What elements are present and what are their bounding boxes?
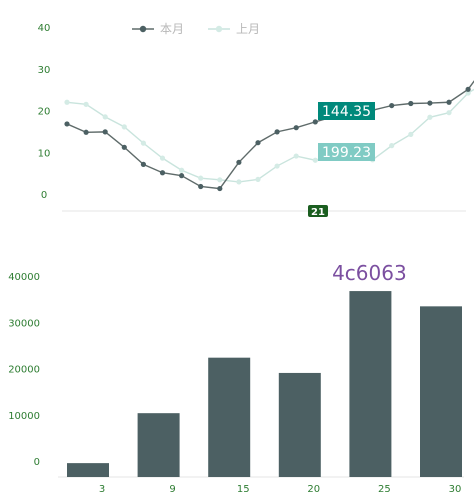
- tooltip-current-value-box: [318, 102, 375, 120]
- bar-annotation-label: 4c6063: [332, 261, 407, 285]
- bar-y-tick-label: 40000: [8, 272, 40, 283]
- bar-25[interactable]: [349, 291, 392, 477]
- series-point-previous[interactable]: [274, 163, 280, 169]
- series-point-current[interactable]: [198, 183, 204, 190]
- series-point-current[interactable]: [389, 102, 395, 109]
- tooltip-current-value: 144.35: [322, 104, 371, 120]
- series-point-current[interactable]: [236, 159, 242, 165]
- series-point-current[interactable]: [274, 129, 280, 135]
- line-y-tick-label: 10: [38, 148, 51, 159]
- series-point-previous[interactable]: [236, 179, 242, 185]
- series-point-previous[interactable]: [179, 167, 185, 173]
- series-point-current[interactable]: [217, 185, 223, 192]
- series-point-previous[interactable]: [408, 131, 414, 137]
- series-point-previous[interactable]: [465, 90, 471, 96]
- legend-label-previous[interactable]: 上月: [236, 22, 260, 36]
- series-point-current[interactable]: [83, 129, 89, 135]
- bar-3[interactable]: [67, 463, 109, 477]
- series-point-current[interactable]: [446, 99, 452, 105]
- bar-9[interactable]: [137, 413, 180, 477]
- series-point-current[interactable]: [427, 100, 433, 106]
- series-point-current[interactable]: [465, 86, 471, 92]
- series-point-previous[interactable]: [255, 176, 261, 183]
- bar-30[interactable]: [420, 306, 462, 477]
- series-point-current[interactable]: [102, 129, 108, 135]
- legend-marker-previous: [215, 25, 223, 33]
- series-point-previous[interactable]: [64, 99, 70, 105]
- series-line-previous: [66, 88, 474, 183]
- bar-20[interactable]: [278, 372, 321, 477]
- tooltip-previous-value-box: [318, 143, 375, 161]
- line-y-tick-label: 30: [38, 65, 51, 76]
- line-y-tick-label: 20: [38, 107, 51, 118]
- bar-x-tick-label: 9: [169, 484, 175, 495]
- series-point-current[interactable]: [255, 140, 261, 146]
- bar-x-tick-label: 20: [307, 484, 320, 495]
- series-point-previous[interactable]: [293, 153, 299, 159]
- series-point-current[interactable]: [64, 121, 70, 127]
- series-point-previous[interactable]: [217, 177, 223, 183]
- line-y-tick-label: 0: [41, 190, 47, 201]
- bar-15[interactable]: [208, 357, 251, 477]
- series-point-previous[interactable]: [427, 114, 433, 120]
- legend-label-current[interactable]: 本月: [160, 22, 184, 36]
- legend-marker-current: [139, 25, 147, 33]
- series-point-previous[interactable]: [140, 140, 146, 146]
- series-point-current[interactable]: [408, 100, 414, 107]
- bar-chart: 0 10000 20000 30000 40000 3 9 15 20 25 30 4c6063: [8, 261, 464, 495]
- bar-x-tick-label: 30: [449, 484, 462, 495]
- line-chart: 0 10 20 30 40 本月 上月 144.35 199.23 21: [38, 22, 474, 218]
- series-point-previous[interactable]: [389, 143, 395, 149]
- series-point-previous[interactable]: [83, 101, 89, 107]
- bar-y-tick-label: 10000: [8, 411, 40, 422]
- tooltip-previous-value: 199.23: [322, 145, 371, 161]
- series-point-previous[interactable]: [446, 110, 452, 116]
- series-point-previous[interactable]: [198, 175, 204, 181]
- bar-y-tick-label: 30000: [8, 318, 40, 329]
- x-axis-pointer-label: 21: [311, 207, 325, 218]
- series-point-previous[interactable]: [121, 124, 127, 130]
- series-point-previous[interactable]: [312, 157, 318, 163]
- bar-x-tick-label: 3: [99, 484, 105, 495]
- series-point-current[interactable]: [312, 119, 318, 125]
- line-y-tick-label: 40: [38, 23, 51, 34]
- series-point-current[interactable]: [159, 170, 166, 176]
- series-line-current: [66, 80, 474, 190]
- series-point-current[interactable]: [293, 125, 299, 131]
- series-point-previous[interactable]: [102, 114, 108, 120]
- series-point-current[interactable]: [140, 161, 146, 167]
- series-point-current[interactable]: [179, 173, 185, 179]
- series-point-current[interactable]: [121, 144, 127, 150]
- x-axis-pointer-badge: [308, 205, 328, 217]
- bar-y-tick-label: 0: [34, 457, 40, 468]
- series-point-previous[interactable]: [159, 155, 166, 161]
- bar-x-tick-label: 25: [378, 484, 391, 495]
- bar-x-tick-label: 15: [237, 484, 250, 495]
- bar-y-tick-label: 20000: [8, 365, 40, 376]
